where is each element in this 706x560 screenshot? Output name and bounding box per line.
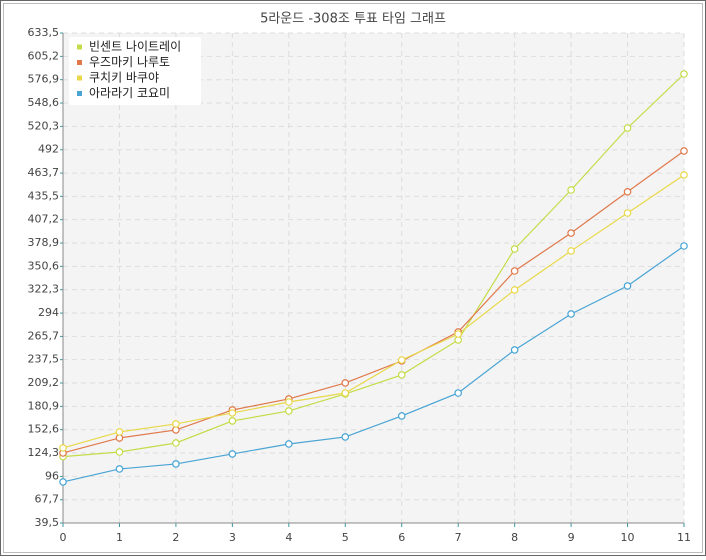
data-point bbox=[454, 330, 462, 338]
data-point bbox=[680, 242, 688, 250]
chart-title: 5라운드 -308조 투표 타임 그래프 bbox=[260, 12, 446, 27]
legend-swatch bbox=[77, 91, 82, 96]
legend-label: 우즈마키 나루토 bbox=[89, 55, 170, 69]
data-point bbox=[59, 478, 67, 486]
data-point bbox=[623, 187, 632, 196]
data-point bbox=[228, 417, 237, 425]
data-point bbox=[680, 70, 688, 78]
series-line bbox=[62, 73, 685, 458]
data-point bbox=[341, 433, 350, 441]
y-tick-label: 633,5 bbox=[28, 26, 60, 39]
data-point bbox=[567, 310, 575, 318]
x-tick-label: 9 bbox=[568, 531, 575, 544]
y-tick-label: 180,9 bbox=[28, 399, 60, 412]
data-point bbox=[59, 444, 67, 452]
legend-label: 아라라기 코요미 bbox=[89, 86, 170, 100]
y-tick-label: 39,5 bbox=[35, 516, 60, 529]
data-point bbox=[567, 229, 575, 237]
data-point bbox=[285, 407, 293, 415]
data-point bbox=[341, 379, 350, 387]
x-tick-label: 5 bbox=[342, 531, 349, 544]
plot-area bbox=[63, 33, 684, 523]
data-point bbox=[510, 286, 519, 294]
data-point bbox=[510, 346, 519, 354]
legend-swatch bbox=[77, 44, 82, 50]
series-line bbox=[62, 174, 685, 449]
y-tick-label: 463,7 bbox=[28, 166, 60, 179]
data-point bbox=[623, 124, 632, 132]
data-point bbox=[567, 186, 575, 194]
y-tick-label: 124,3 bbox=[28, 446, 60, 459]
data-point bbox=[623, 282, 632, 290]
data-point bbox=[454, 389, 462, 397]
y-tick-label: 294 bbox=[38, 306, 59, 319]
legend-swatch bbox=[77, 75, 82, 81]
y-tick-label: 350,6 bbox=[28, 259, 60, 272]
y-tick-label: 209,2 bbox=[28, 376, 60, 389]
x-tick-label: 4 bbox=[285, 531, 292, 544]
x-tick-label: 11 bbox=[677, 531, 691, 544]
data-point bbox=[510, 267, 519, 275]
series-line bbox=[62, 150, 685, 454]
data-point bbox=[228, 409, 237, 417]
y-tick-label: 407,2 bbox=[28, 213, 60, 226]
y-tick-label: 265,7 bbox=[28, 329, 60, 342]
data-point bbox=[172, 420, 180, 428]
x-tick-label: 1 bbox=[116, 531, 123, 544]
data-point bbox=[228, 450, 237, 458]
x-tick-label: 6 bbox=[398, 531, 405, 544]
x-tick-label: 0 bbox=[60, 531, 67, 544]
data-point bbox=[510, 245, 519, 253]
data-point bbox=[172, 439, 180, 447]
y-tick-label: 605,2 bbox=[28, 49, 60, 62]
data-point bbox=[115, 448, 124, 456]
x-tick-label: 2 bbox=[172, 531, 179, 544]
data-point bbox=[172, 460, 180, 468]
y-tick-label: 152,6 bbox=[28, 423, 60, 436]
legend-box bbox=[69, 37, 201, 105]
series-line bbox=[62, 245, 685, 483]
data-point bbox=[115, 428, 124, 436]
data-point bbox=[623, 209, 632, 217]
y-tick-label: 67,7 bbox=[35, 493, 60, 506]
y-tick-label: 548,6 bbox=[28, 96, 60, 109]
data-point bbox=[567, 247, 575, 255]
y-tick-label: 520,3 bbox=[28, 119, 60, 132]
y-tick-label: 96 bbox=[45, 469, 59, 482]
y-tick-label: 492 bbox=[38, 143, 59, 156]
x-tick-label: 7 bbox=[455, 531, 462, 544]
data-point bbox=[680, 147, 688, 155]
x-tick-label: 10 bbox=[621, 531, 635, 544]
data-point bbox=[397, 356, 406, 364]
data-point bbox=[285, 440, 293, 448]
y-tick-label: 576,9 bbox=[28, 73, 60, 86]
y-tick-label: 237,5 bbox=[28, 353, 60, 366]
data-point bbox=[397, 412, 406, 420]
legend-label: 빈센트 나이트레이 bbox=[89, 40, 181, 54]
data-point bbox=[397, 371, 406, 379]
data-point bbox=[341, 389, 350, 397]
legend-label: 쿠치키 바쿠야 bbox=[89, 71, 159, 85]
y-tick-label: 378,9 bbox=[28, 236, 60, 249]
data-point bbox=[285, 398, 293, 406]
data-point bbox=[680, 171, 688, 179]
x-tick-label: 8 bbox=[511, 531, 518, 544]
y-tick-label: 322,3 bbox=[28, 283, 60, 296]
x-tick-label: 3 bbox=[229, 531, 236, 544]
legend-swatch bbox=[77, 60, 82, 65]
data-point bbox=[115, 465, 124, 473]
y-tick-label: 435,5 bbox=[28, 189, 60, 202]
